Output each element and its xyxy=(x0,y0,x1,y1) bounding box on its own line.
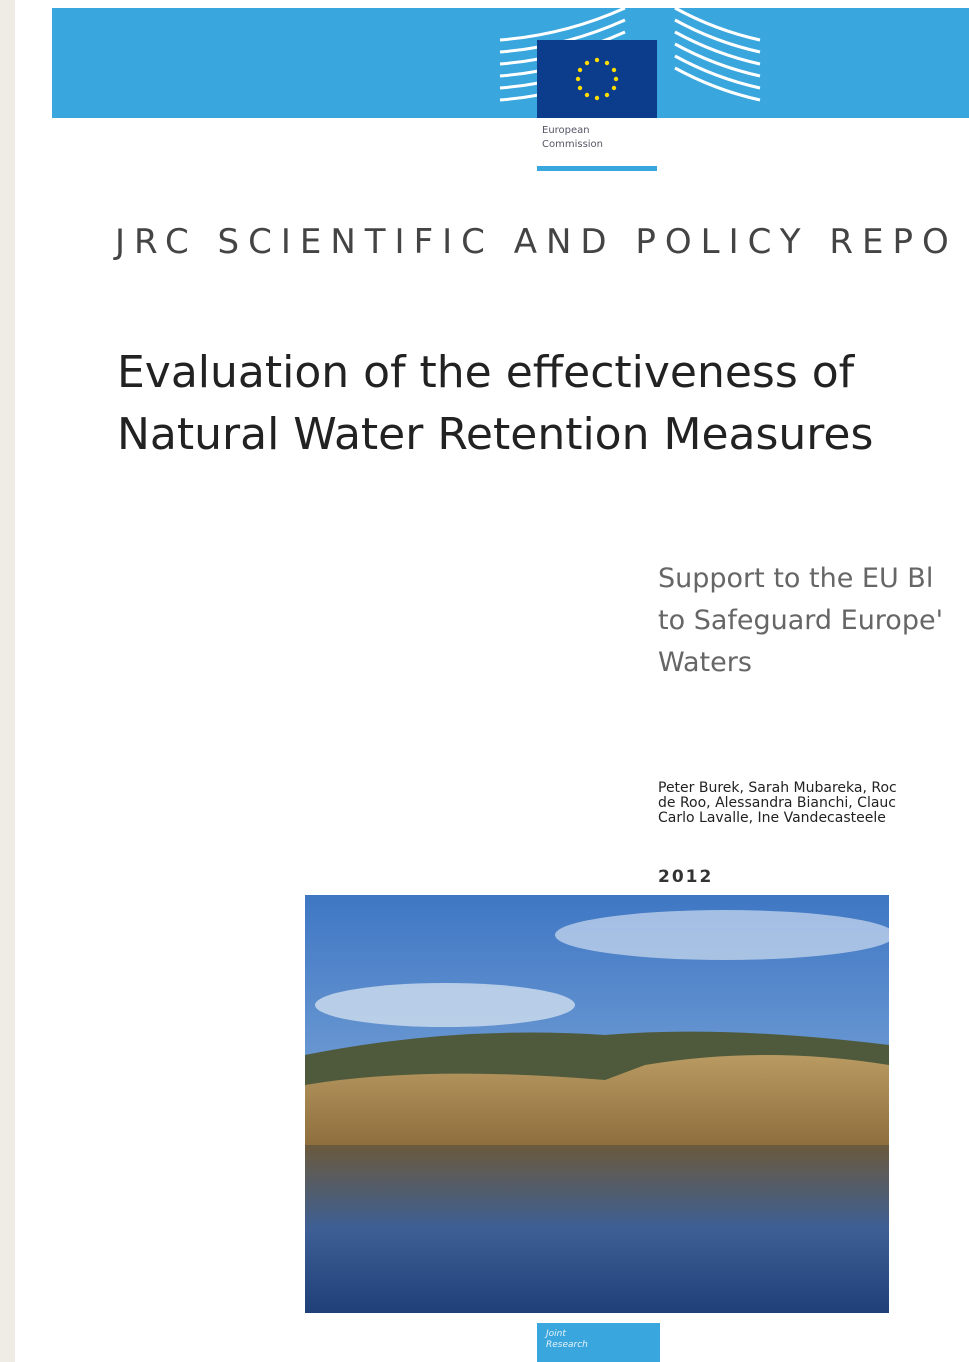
report-subtitle: Support to the EU Bl to Safeguard Europe… xyxy=(658,558,943,684)
report-title: Evaluation of the effectiveness of Natur… xyxy=(117,342,873,466)
footer-logo-text: Joint Research xyxy=(546,1329,588,1351)
subtitle-line: Support to the EU Bl xyxy=(658,558,943,600)
author-line: Peter Burek, Sarah Mubareka, Roc xyxy=(658,781,897,796)
screen: European Commission JRC SCIENTIFIC AND P… xyxy=(0,0,969,1362)
footer-logo-line: Research xyxy=(546,1340,588,1351)
logo-line: Commission xyxy=(542,138,603,152)
author-line: Carlo Lavalle, Ine Vandecasteele xyxy=(658,811,897,826)
logo-line: European xyxy=(542,124,603,138)
authors: Peter Burek, Sarah Mubareka, Roc de Roo,… xyxy=(658,781,897,826)
year: 2012 xyxy=(658,867,713,887)
footer-logo-line: Joint xyxy=(546,1329,588,1340)
commission-logo xyxy=(475,0,775,175)
title-line: Natural Water Retention Measures xyxy=(117,404,873,466)
title-line: Evaluation of the effectiveness of xyxy=(117,342,873,404)
logo-text: European Commission xyxy=(542,124,603,152)
series-name: JRC SCIENTIFIC AND POLICY REPO xyxy=(115,222,958,262)
subtitle-line: to Safeguard Europe' xyxy=(658,600,943,642)
subtitle-line: Waters xyxy=(658,642,943,684)
cover-photo xyxy=(305,895,889,1313)
author-line: de Roo, Alessandra Bianchi, Clauc xyxy=(658,796,897,811)
report-cover: European Commission JRC SCIENTIFIC AND P… xyxy=(15,0,969,1362)
